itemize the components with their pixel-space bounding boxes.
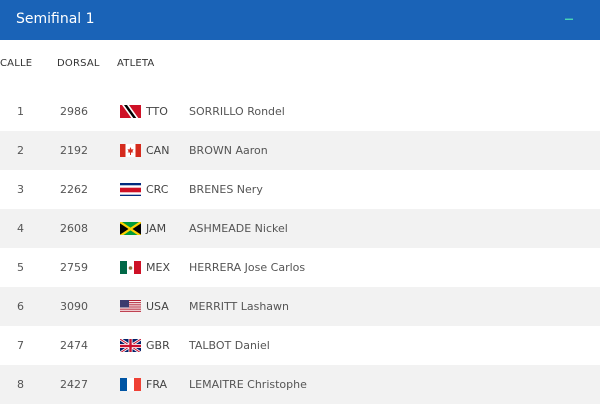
country-code: USA [146,287,169,326]
bib-number: 2474 [60,326,88,365]
lane-number: 4 [17,209,24,248]
trinidad-tobago-flag-icon [120,104,141,118]
jamaica-flag-icon [120,221,141,235]
table-row: 4 2608 JAM ASHMEADE Nickel [0,209,600,248]
costa-rica-flag-icon [120,182,141,196]
usa-flag-icon [120,299,141,313]
bib-number: 2986 [60,92,88,131]
lane-number: 5 [17,248,24,287]
bib-number: 2759 [60,248,88,287]
results-header: Semifinal 1 – [0,0,600,40]
lane-number: 1 [17,92,24,131]
table-row: 1 2986 TTO SORRILLO Rondel [0,92,600,131]
france-flag-icon [120,377,141,391]
country-code: FRA [146,365,167,404]
athlete-name[interactable]: ASHMEADE Nickel [189,209,288,248]
lane-number: 6 [17,287,24,326]
table-row: 8 2427 FRA LEMAITRE Christophe [0,365,600,404]
table-row: 6 3090 USA MERRITT Lashawn [0,287,600,326]
column-header-athlete: ATLETA [117,58,154,69]
bib-number: 2608 [60,209,88,248]
country-code: GBR [146,326,170,365]
athlete-name[interactable]: MERRITT Lashawn [189,287,289,326]
country-code: TTO [146,92,168,131]
uk-flag-icon [120,338,141,352]
country-code: JAM [146,209,166,248]
bib-number: 2427 [60,365,88,404]
bib-number: 2262 [60,170,88,209]
lane-number: 3 [17,170,24,209]
athlete-name[interactable]: LEMAITRE Christophe [189,365,307,404]
athlete-name[interactable]: BROWN Aaron [189,131,268,170]
lane-number: 7 [17,326,24,365]
lane-number: 2 [17,131,24,170]
country-code: MEX [146,248,170,287]
canada-flag-icon [120,143,141,157]
athlete-name[interactable]: TALBOT Daniel [189,326,270,365]
athlete-name[interactable]: SORRILLO Rondel [189,92,285,131]
heat-title: Semifinal 1 [16,10,95,28]
athlete-name[interactable]: BRENES Nery [189,170,263,209]
table-row: 7 2474 GBR TALBOT Daniel [0,326,600,365]
table-row: 2 2192 CAN BROWN Aaron [0,131,600,170]
athlete-name[interactable]: HERRERA Jose Carlos [189,248,305,287]
lane-number: 8 [17,365,24,404]
country-code: CRC [146,170,168,209]
country-code: CAN [146,131,169,170]
bib-number: 3090 [60,287,88,326]
collapse-icon[interactable]: – [560,6,578,30]
column-header-bib: DORSAL [57,58,100,69]
table-row: 5 2759 MEX HERRERA Jose Carlos [0,248,600,287]
bib-number: 2192 [60,131,88,170]
table-row: 3 2262 CRC BRENES Nery [0,170,600,209]
column-header-lane: CALLE [0,58,32,69]
mexico-flag-icon [120,260,141,274]
